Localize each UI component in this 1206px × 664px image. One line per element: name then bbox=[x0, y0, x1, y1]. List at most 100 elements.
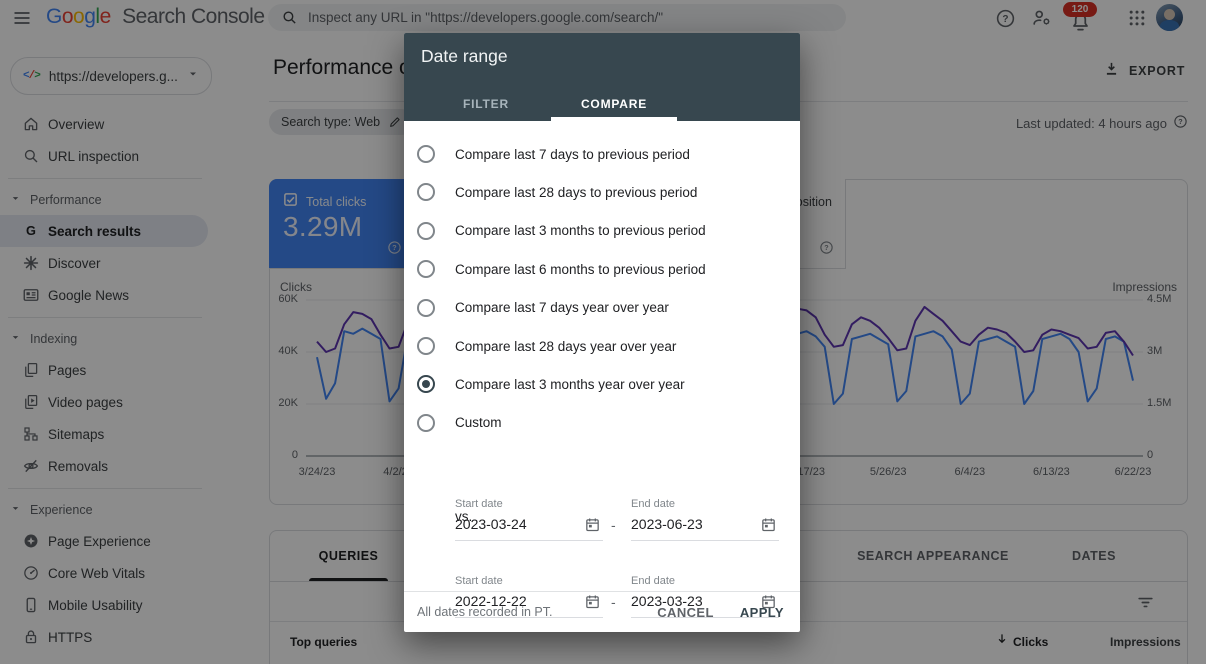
compare-option-radio[interactable]: Compare last 7 days year over year bbox=[404, 289, 800, 327]
radio-unselected-icon[interactable] bbox=[417, 183, 435, 202]
start-date-label: Start date bbox=[455, 575, 503, 587]
sidebar-divider bbox=[8, 178, 202, 179]
compare-option-radio[interactable]: Custom bbox=[404, 404, 800, 442]
vs-end-date-input[interactable]: 2023-03-23 bbox=[631, 588, 779, 618]
sidebar-item-removals[interactable]: Removals bbox=[0, 450, 240, 482]
product-name: Search Console bbox=[122, 5, 265, 28]
sidebar-section-indexing[interactable]: Indexing bbox=[0, 324, 240, 354]
compare-option-radio[interactable]: Compare last 6 months to previous period bbox=[404, 250, 800, 288]
tab-dates[interactable]: DATES bbox=[1072, 549, 1116, 563]
compare-option-radio[interactable]: Compare last 3 months year over year bbox=[404, 365, 800, 403]
radio-unselected-icon[interactable] bbox=[417, 298, 435, 317]
news-icon bbox=[22, 286, 40, 304]
compare-option-radio[interactable]: Compare last 28 days to previous period bbox=[404, 173, 800, 211]
sidebar-item-pages[interactable]: Pages bbox=[0, 354, 240, 386]
end-date-input[interactable]: 2023-06-23 bbox=[631, 511, 779, 541]
sidebar-section-performance[interactable]: Performance bbox=[0, 185, 240, 215]
avatar[interactable] bbox=[1156, 4, 1183, 31]
app-logo[interactable]: Google Search Console bbox=[46, 5, 265, 29]
home-icon bbox=[22, 115, 40, 133]
radio-unselected-icon[interactable] bbox=[417, 221, 435, 240]
radio-unselected-icon[interactable] bbox=[417, 260, 435, 279]
vs-start-date-input[interactable]: 2022-12-22 bbox=[455, 588, 603, 618]
url-inspect-searchbar[interactable]: Inspect any URL in "https://developers.g… bbox=[268, 4, 846, 31]
search-type-chip[interactable]: Search type: Web bbox=[269, 109, 415, 135]
svg-text:G: G bbox=[26, 223, 36, 238]
calendar-icon[interactable] bbox=[760, 516, 777, 538]
sidebar-item-page-experience[interactable]: Page Experience bbox=[0, 525, 240, 557]
help-icon[interactable]: ? bbox=[994, 7, 1016, 29]
magnifier-icon bbox=[22, 147, 40, 165]
left-axis-title: Clicks bbox=[280, 280, 312, 294]
compare-option-radio[interactable]: Compare last 28 days year over year bbox=[404, 327, 800, 365]
compare-option-radio[interactable]: Compare last 3 months to previous period bbox=[404, 212, 800, 250]
discover-icon bbox=[22, 254, 40, 272]
info-icon[interactable]: ? bbox=[1173, 114, 1188, 132]
chevron-down-icon bbox=[10, 330, 21, 348]
chevron-down-icon bbox=[10, 191, 21, 209]
export-button[interactable]: EXPORT bbox=[1103, 60, 1185, 82]
radio-selected-icon[interactable] bbox=[417, 375, 435, 394]
google-wordmark: Google bbox=[46, 5, 111, 28]
chevron-down-icon bbox=[187, 67, 199, 85]
calendar-icon[interactable] bbox=[760, 593, 777, 615]
sidebar-item-discover[interactable]: Discover bbox=[0, 247, 240, 279]
filter-icon[interactable] bbox=[1136, 593, 1155, 617]
tab-queries[interactable]: QUERIES bbox=[301, 531, 396, 581]
total-clicks-tile[interactable]: Total clicks 3.29M ? bbox=[269, 179, 413, 268]
help-icon[interactable]: ? bbox=[387, 240, 402, 260]
sidebar-item-https[interactable]: HTTPS bbox=[0, 621, 240, 653]
date-range-dialog: Date range FILTER COMPARE Compare last 7… bbox=[404, 33, 800, 632]
sidebar-section-experience[interactable]: Experience bbox=[0, 495, 240, 525]
right-axis-title: Impressions bbox=[1112, 280, 1177, 294]
tab-search-appearance[interactable]: SEARCH APPEARANCE bbox=[857, 549, 1009, 563]
vs-label: vs. bbox=[455, 509, 473, 524]
tab-filter[interactable]: FILTER bbox=[463, 97, 509, 111]
radio-unselected-icon[interactable] bbox=[417, 145, 435, 163]
sidebar-item-mobile-usability[interactable]: Mobile Usability bbox=[0, 589, 240, 621]
column-header-top-queries[interactable]: Top queries bbox=[290, 635, 358, 649]
sidebar-item-overview[interactable]: Overview bbox=[0, 108, 240, 140]
property-selector[interactable]: </> https://developers.g... bbox=[10, 57, 212, 95]
help-icon[interactable]: ? bbox=[819, 240, 834, 260]
compare-option-radio[interactable]: Compare last 7 days to previous period bbox=[404, 135, 800, 173]
checkbox-checked-icon[interactable] bbox=[283, 192, 298, 212]
apply-button[interactable]: APPLY bbox=[739, 604, 784, 620]
top-app-bar: Google Search Console Inspect any URL in… bbox=[0, 0, 1206, 36]
sidebar-item-google-news[interactable]: Google News bbox=[0, 279, 240, 311]
start-date-input[interactable]: 2023-03-24 bbox=[455, 511, 603, 541]
pages-icon bbox=[22, 361, 40, 379]
page-experience-icon bbox=[22, 532, 40, 550]
sidebar-item-sitemaps[interactable]: Sitemaps bbox=[0, 418, 240, 450]
svg-text:?: ? bbox=[1178, 118, 1182, 126]
active-tab-indicator bbox=[309, 578, 388, 581]
removals-icon bbox=[22, 457, 40, 475]
date-range-hyphen: - bbox=[611, 594, 616, 610]
user-settings-icon[interactable] bbox=[1030, 7, 1054, 29]
column-header-clicks[interactable]: Clicks bbox=[995, 632, 1048, 651]
x-axis-tick: 3/24/23 bbox=[298, 466, 336, 478]
sidebar-item-core-web-vitals[interactable]: Core Web Vitals bbox=[0, 557, 240, 589]
chevron-down-icon bbox=[10, 501, 21, 519]
x-axis-tick: 6/4/23 bbox=[954, 466, 986, 478]
tab-compare[interactable]: COMPARE bbox=[551, 87, 677, 121]
column-header-impressions[interactable]: Impressions bbox=[1110, 635, 1181, 649]
start-date-label: Start date bbox=[455, 498, 503, 510]
dialog-header: Date range FILTER COMPARE bbox=[404, 33, 800, 121]
menu-icon[interactable] bbox=[10, 6, 34, 30]
sidebar-item-url-inspection[interactable]: URL inspection bbox=[0, 140, 240, 172]
notification-count-badge: 120 bbox=[1063, 2, 1097, 17]
x-axis-tick: 6/22/23 bbox=[1114, 466, 1152, 478]
mobile-icon bbox=[22, 596, 40, 614]
calendar-icon[interactable] bbox=[584, 516, 601, 538]
cancel-button[interactable]: CANCEL bbox=[657, 604, 714, 620]
right-tick: 1.5M bbox=[1147, 397, 1172, 409]
sidebar-item-search-results[interactable]: G Search results bbox=[0, 215, 208, 247]
sidebar-item-video-pages[interactable]: Video pages bbox=[0, 386, 240, 418]
pencil-icon bbox=[388, 115, 402, 129]
radio-unselected-icon[interactable] bbox=[417, 413, 435, 432]
apps-grid-icon[interactable] bbox=[1126, 7, 1148, 29]
calendar-icon[interactable] bbox=[584, 593, 601, 615]
x-axis-tick: 5/26/23 bbox=[869, 466, 907, 478]
radio-unselected-icon[interactable] bbox=[417, 337, 435, 355]
